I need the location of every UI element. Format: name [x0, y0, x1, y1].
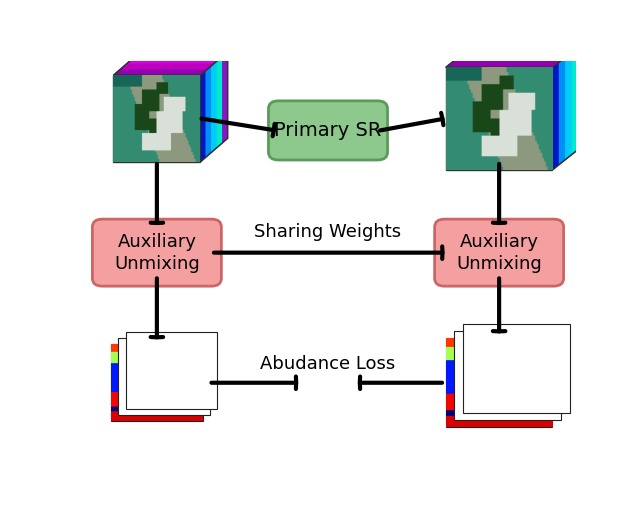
Bar — [463, 324, 570, 413]
Polygon shape — [200, 52, 228, 162]
Polygon shape — [134, 52, 228, 57]
Polygon shape — [120, 63, 214, 69]
Bar — [446, 68, 552, 170]
Polygon shape — [205, 66, 211, 157]
Polygon shape — [211, 61, 217, 153]
Polygon shape — [552, 62, 559, 170]
FancyBboxPatch shape — [435, 219, 564, 286]
Bar — [125, 332, 218, 409]
Polygon shape — [572, 47, 578, 155]
Bar — [118, 338, 210, 415]
Polygon shape — [578, 41, 585, 150]
FancyBboxPatch shape — [269, 101, 388, 160]
Polygon shape — [113, 69, 207, 75]
Polygon shape — [113, 52, 228, 75]
Bar — [111, 344, 203, 421]
Text: Primary SR: Primary SR — [275, 121, 381, 140]
Polygon shape — [200, 71, 205, 162]
Polygon shape — [470, 41, 585, 48]
Polygon shape — [127, 57, 221, 63]
Polygon shape — [552, 41, 585, 170]
Polygon shape — [462, 48, 577, 55]
Bar — [113, 75, 200, 162]
Polygon shape — [222, 52, 228, 143]
Text: Auxiliary
Unmixing: Auxiliary Unmixing — [456, 232, 542, 273]
Text: Sharing Weights: Sharing Weights — [255, 223, 401, 241]
Polygon shape — [446, 41, 585, 68]
Text: Abudance Loss: Abudance Loss — [260, 355, 396, 373]
Polygon shape — [446, 61, 561, 68]
Polygon shape — [565, 52, 572, 160]
Polygon shape — [217, 56, 222, 148]
Bar — [446, 338, 552, 427]
Bar — [454, 331, 561, 420]
Text: Auxiliary
Unmixing: Auxiliary Unmixing — [114, 232, 200, 273]
Polygon shape — [559, 57, 565, 165]
FancyBboxPatch shape — [92, 219, 221, 286]
Polygon shape — [454, 55, 568, 61]
